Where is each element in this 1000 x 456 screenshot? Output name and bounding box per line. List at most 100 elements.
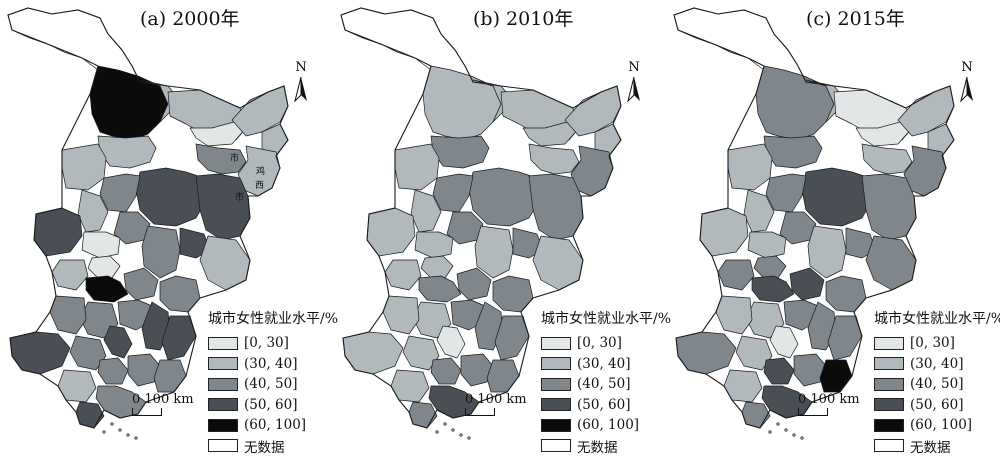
legend-swatch xyxy=(208,357,238,370)
legend-swatch xyxy=(208,337,238,350)
legend-item: (40, 50] xyxy=(874,374,1000,395)
scale-label: 0 100 km xyxy=(798,392,860,407)
legend-item: [0, 30] xyxy=(874,333,1000,354)
map-region xyxy=(391,370,429,402)
map-region xyxy=(728,144,772,190)
legend-item: (60, 100] xyxy=(541,415,671,436)
island xyxy=(444,423,447,426)
map-region xyxy=(419,276,461,302)
map-region xyxy=(676,332,736,374)
map-region xyxy=(748,232,786,258)
map-region xyxy=(98,358,128,384)
map-region-label: 市 xyxy=(230,152,239,164)
legend-label: (40, 50] xyxy=(910,376,963,392)
scale-bar: 0 100 km xyxy=(465,392,527,407)
north-label: N xyxy=(626,60,642,75)
map-region xyxy=(154,360,186,392)
legend-label: [0, 30] xyxy=(244,335,289,351)
legend-swatch xyxy=(541,337,571,350)
legend-item: (40, 50] xyxy=(541,374,671,395)
legend-swatch xyxy=(208,419,238,432)
legend-item: (30, 40] xyxy=(874,354,1000,375)
legend-swatch xyxy=(541,398,571,411)
map-region xyxy=(142,226,180,278)
island xyxy=(119,429,122,432)
north-label: N xyxy=(293,60,309,75)
map-region xyxy=(160,276,200,312)
legend-label: (50, 60] xyxy=(910,397,963,413)
legend-title: 城市女性就业水平/% xyxy=(541,308,671,328)
island xyxy=(793,434,796,437)
scale-bar: 0 100 km xyxy=(132,392,194,407)
north-arrow: N xyxy=(959,60,975,107)
legend: 城市女性就业水平/%[0, 30](30, 40](40, 50](50, 60… xyxy=(208,308,338,456)
map-region xyxy=(437,326,465,358)
map-region xyxy=(62,144,106,190)
map-region xyxy=(764,358,794,384)
map-region xyxy=(752,276,794,302)
legend-title: 城市女性就业水平/% xyxy=(208,308,338,328)
legend-swatch xyxy=(874,378,904,391)
island xyxy=(769,431,772,434)
map-region xyxy=(415,232,453,258)
map-region xyxy=(58,370,96,402)
map-region xyxy=(86,276,128,302)
north-arrow: N xyxy=(626,60,642,107)
legend-swatch xyxy=(874,398,904,411)
legend-swatch xyxy=(541,378,571,391)
legend-item: (60, 100] xyxy=(874,415,1000,436)
map-region xyxy=(423,66,501,140)
legend-swatch xyxy=(874,357,904,370)
legend-label: (60, 100] xyxy=(577,417,639,433)
island xyxy=(127,434,130,437)
island xyxy=(111,423,114,426)
map-region xyxy=(104,326,132,358)
map-region xyxy=(756,66,834,140)
island xyxy=(135,437,138,440)
panel-title: (b) 2010年 xyxy=(473,4,573,31)
island xyxy=(468,437,471,440)
north-arrow-icon xyxy=(626,75,642,103)
map-region xyxy=(431,358,461,384)
island xyxy=(801,437,804,440)
legend-swatch xyxy=(541,357,571,370)
island xyxy=(452,429,455,432)
map-region-label: 鸡 xyxy=(256,165,265,177)
legend-label: (40, 50] xyxy=(244,376,297,392)
panel-title: (c) 2015年 xyxy=(806,4,905,31)
legend: 城市女性就业水平/%[0, 30](30, 40](40, 50](50, 60… xyxy=(874,308,1000,456)
map-region xyxy=(395,144,439,190)
legend-label: [0, 30] xyxy=(577,335,622,351)
island xyxy=(460,434,463,437)
scale-label: 0 100 km xyxy=(132,392,194,407)
map-region xyxy=(90,66,168,140)
island xyxy=(777,423,780,426)
north-arrow-icon xyxy=(959,75,975,103)
map-region xyxy=(862,174,916,240)
legend-item: [0, 30] xyxy=(208,333,338,354)
legend-item: (40, 50] xyxy=(208,374,338,395)
panel-title: (a) 2000年 xyxy=(140,4,240,31)
map-region xyxy=(493,276,533,312)
map-region xyxy=(754,256,786,278)
scale-label: 0 100 km xyxy=(465,392,527,407)
legend-label: (30, 40] xyxy=(910,356,963,372)
map-region xyxy=(88,256,120,278)
map-region xyxy=(808,226,846,278)
map-region-label: 市 xyxy=(235,191,244,203)
map-region xyxy=(764,136,822,168)
map-region xyxy=(196,174,250,240)
map-region xyxy=(82,232,120,258)
north-label: N xyxy=(959,60,975,75)
scale-bar-line xyxy=(465,408,495,416)
legend-label: (50, 60] xyxy=(577,397,630,413)
map-region xyxy=(766,174,806,212)
island xyxy=(103,431,106,434)
island xyxy=(436,431,439,434)
map-region xyxy=(487,360,519,392)
legend-label: (30, 40] xyxy=(244,356,297,372)
north-arrow: N xyxy=(293,60,309,107)
map-region xyxy=(529,174,583,240)
